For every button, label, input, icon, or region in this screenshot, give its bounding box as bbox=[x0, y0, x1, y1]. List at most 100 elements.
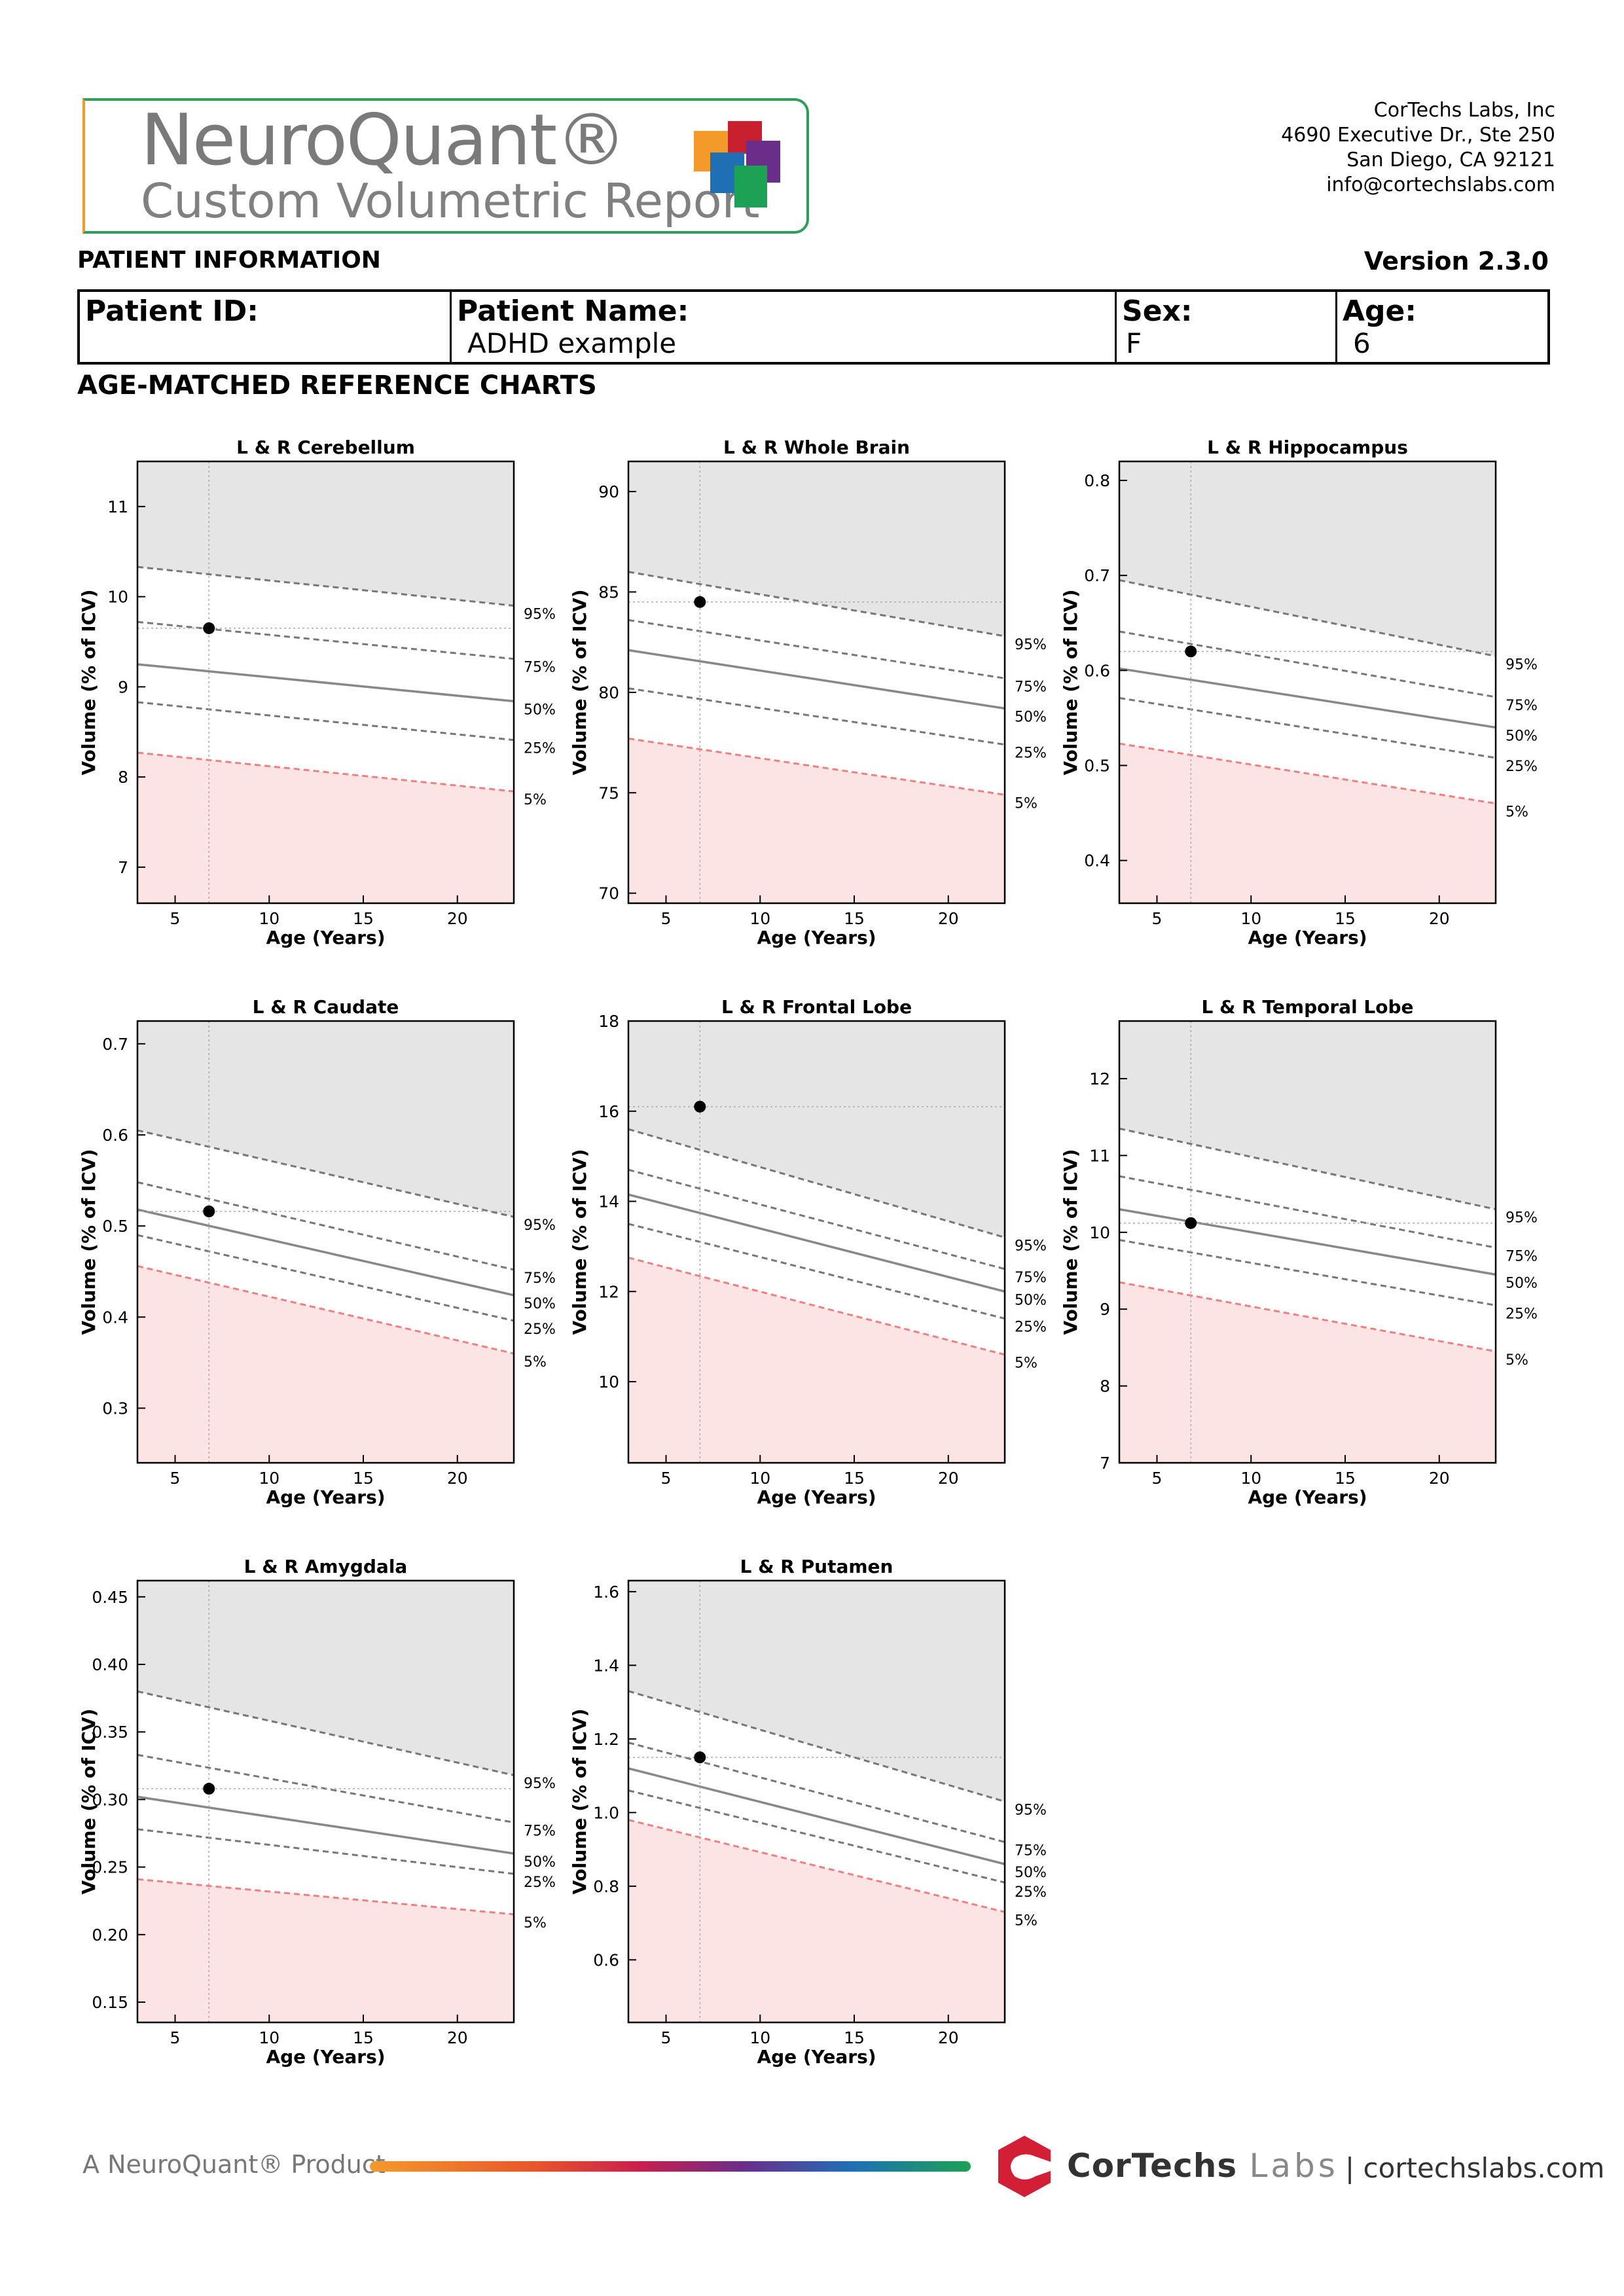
x-axis-label: Age (Years) bbox=[757, 927, 876, 948]
percentile-5-line bbox=[628, 737, 1005, 796]
below-5-region bbox=[137, 1879, 514, 2022]
percentile-75-line bbox=[628, 1168, 1005, 1270]
percentile-label-75: 75% bbox=[524, 1823, 556, 1839]
x-tick-label: 5 bbox=[1152, 1469, 1163, 1488]
plot-frame bbox=[136, 1020, 515, 1464]
percentile-50-line bbox=[1119, 1208, 1496, 1276]
y-tick-label: 0.6 bbox=[102, 1126, 128, 1145]
percentile-label-25: 25% bbox=[1506, 1306, 1538, 1322]
chart-putamen: L & R Putamen 5 10 15 20 0.6 0.8 1.0 1.2 1.4 1.6 Ag… bbox=[556, 1551, 1080, 2101]
chart-title: L & R Frontal Lobe bbox=[721, 996, 912, 1018]
percentile-label-50: 50% bbox=[524, 702, 556, 718]
x-tick-label: 15 bbox=[1335, 909, 1356, 928]
y-axis-label: Volume (% of ICV) bbox=[1060, 1149, 1081, 1335]
percentile-label-5: 5% bbox=[1506, 804, 1528, 821]
y-tick-label: 10 bbox=[107, 588, 128, 607]
chart-hippocampus-svg: L & R Hippocampus 5 10 15 20 0.4 0.5 0.6 0.7 0.8 A… bbox=[1060, 437, 1538, 948]
above-95-region bbox=[628, 1021, 1005, 1238]
y-axis-label: Volume (% of ICV) bbox=[1060, 589, 1081, 775]
chart-title: L & R Hippocampus bbox=[1207, 437, 1408, 458]
percentile-label-50: 50% bbox=[524, 1854, 556, 1871]
percentile-5-line bbox=[628, 1819, 1005, 1913]
percentile-label-5: 5% bbox=[1015, 1355, 1038, 1372]
footer-brand-labs: Labs bbox=[1249, 2147, 1339, 2185]
percentile-label-50: 50% bbox=[1015, 1292, 1047, 1308]
percentile-50-line bbox=[137, 663, 514, 703]
above-95-region bbox=[137, 1021, 514, 1217]
patient-name-value: ADHD example bbox=[467, 327, 677, 359]
percentile-75-line bbox=[137, 620, 514, 660]
x-tick-label: 20 bbox=[938, 909, 959, 928]
x-tick-label: 5 bbox=[661, 2028, 672, 2047]
y-axis-label: Volume (% of ICV) bbox=[78, 589, 99, 775]
x-tick-label: 15 bbox=[844, 1469, 865, 1488]
percentile-50-line bbox=[137, 1208, 514, 1297]
x-tick-label: 10 bbox=[1240, 1469, 1261, 1488]
percentile-label-25: 25% bbox=[524, 1874, 556, 1891]
percentile-95-line bbox=[137, 565, 514, 607]
percentile-label-5: 5% bbox=[524, 1354, 547, 1371]
percentile-5-line bbox=[1119, 742, 1496, 805]
y-tick-label: 0.20 bbox=[92, 1926, 128, 1945]
y-tick-label: 11 bbox=[1089, 1146, 1110, 1165]
logo-title: NeuroQuant® bbox=[141, 99, 626, 181]
x-tick-label: 5 bbox=[661, 909, 672, 928]
percentile-label-25: 25% bbox=[1506, 759, 1538, 775]
y-tick-label: 85 bbox=[598, 583, 619, 601]
plot-frame bbox=[1118, 460, 1497, 905]
percentile-label-75: 75% bbox=[1506, 698, 1538, 714]
patient-name-label: Patient Name: bbox=[457, 295, 689, 328]
y-tick-label: 0.6 bbox=[593, 1950, 619, 1969]
y-tick-label: 7 bbox=[118, 858, 128, 877]
footer-product-text: A NeuroQuant® Product bbox=[82, 2150, 386, 2179]
y-tick-label: 0.30 bbox=[92, 1790, 128, 1809]
x-axis-label: Age (Years) bbox=[1248, 1486, 1367, 1508]
company-name: CorTechs Labs, Inc bbox=[1373, 99, 1555, 122]
patient-point bbox=[203, 1782, 215, 1795]
x-tick-label: 5 bbox=[1152, 909, 1163, 928]
percentile-label-95: 95% bbox=[1506, 657, 1538, 673]
chart-cerebellum: L & R Cerebellum 5 10 15 20 7 8 9 10 11 Age (Years… bbox=[65, 432, 589, 982]
y-tick-label: 0.6 bbox=[1084, 661, 1110, 680]
x-tick-label: 5 bbox=[170, 1469, 181, 1488]
y-tick-label: 70 bbox=[598, 884, 619, 903]
age-label: Age: bbox=[1343, 295, 1416, 328]
x-tick-label: 20 bbox=[1429, 909, 1450, 928]
chart-caudate-svg: L & R Caudate 5 10 15 20 0.3 0.4 0.5 0.6 0.7 Age (… bbox=[78, 996, 556, 1508]
company-street: 4690 Executive Dr., Ste 250 bbox=[1281, 124, 1555, 147]
chart-whole-brain: L & R Whole Brain 5 10 15 20 70 75 80 85 90 Age (Y… bbox=[556, 432, 1080, 982]
percentile-95-line bbox=[628, 1690, 1005, 1803]
patient-name-cell: Patient Name: ADHD example bbox=[452, 292, 1117, 362]
chart-hippocampus: L & R Hippocampus 5 10 15 20 0.4 0.5 0.6 0.7 0.8 A… bbox=[1047, 432, 1571, 982]
percentile-label-95: 95% bbox=[1015, 1803, 1047, 1819]
patient-id-cell: Patient ID: bbox=[80, 292, 452, 362]
y-tick-label: 8 bbox=[118, 768, 128, 787]
chart-title: L & R Caudate bbox=[253, 996, 399, 1018]
below-5-region bbox=[1119, 744, 1496, 903]
y-tick-label: 1.6 bbox=[593, 1583, 619, 1602]
chart-title: L & R Amygdala bbox=[244, 1556, 408, 1577]
chart-cerebellum-svg: L & R Cerebellum 5 10 15 20 7 8 9 10 11 Age (Years… bbox=[78, 437, 556, 948]
sex-cell: Sex: F bbox=[1117, 292, 1337, 362]
footer-gradient-bar bbox=[370, 2161, 971, 2172]
percentile-label-5: 5% bbox=[1015, 1912, 1038, 1929]
below-5-region bbox=[628, 1257, 1005, 1463]
percentile-95-line bbox=[137, 1129, 514, 1218]
y-tick-label: 12 bbox=[598, 1282, 619, 1301]
percentile-25-line bbox=[628, 1789, 1005, 1884]
y-tick-label: 80 bbox=[598, 683, 619, 702]
chart-title: L & R Temporal Lobe bbox=[1201, 996, 1413, 1018]
x-axis-label: Age (Years) bbox=[757, 2046, 876, 2068]
patient-info-heading: PATIENT INFORMATION bbox=[77, 247, 381, 274]
patient-point bbox=[203, 622, 215, 634]
below-5-region bbox=[137, 1266, 514, 1463]
patient-point bbox=[1185, 645, 1197, 658]
x-tick-label: 5 bbox=[661, 1469, 672, 1488]
percentile-label-25: 25% bbox=[524, 741, 556, 757]
x-tick-label: 10 bbox=[259, 1469, 280, 1488]
below-5-region bbox=[1119, 1282, 1496, 1463]
sex-label: Sex: bbox=[1122, 295, 1193, 328]
x-tick-label: 15 bbox=[353, 909, 374, 928]
percentile-label-75: 75% bbox=[1015, 679, 1047, 695]
x-tick-label: 20 bbox=[447, 2028, 468, 2047]
